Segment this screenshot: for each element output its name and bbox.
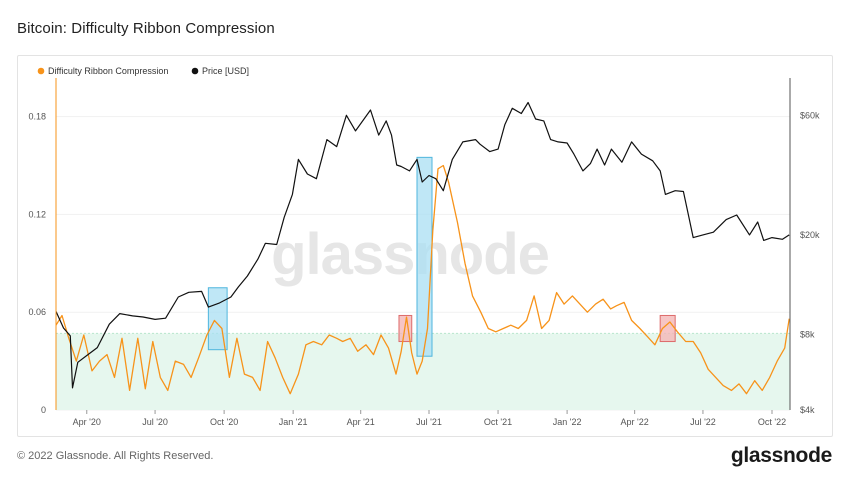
x-tick-label: Jan '22	[553, 417, 582, 427]
left-tick-label: 0	[41, 405, 46, 415]
legend-marker-ribbon	[37, 67, 45, 75]
right-tick-label: $8k	[800, 330, 815, 340]
x-tick-label: Jul '22	[690, 417, 716, 427]
left-tick-label: 0.06	[28, 307, 46, 317]
x-tick-label: Apr '21	[347, 417, 375, 427]
legend-label-ribbon[interactable]: Difficulty Ribbon Compression	[48, 66, 168, 76]
legend-marker-price	[191, 67, 199, 75]
chart-panel: glassnode 0 0.06 0.12 0.18 $4k $8k $20k $60k Apr…	[17, 55, 833, 437]
x-tick-label: Jul '21	[416, 417, 442, 427]
ribbon-compression-line	[55, 164, 790, 395]
x-tick-label: Apr '20	[73, 417, 101, 427]
x-tick-label: Oct '21	[484, 417, 512, 427]
watermark-text: glassnode	[271, 222, 549, 287]
x-tick-label: Jul '20	[142, 417, 168, 427]
watermark-layer: glassnode	[271, 222, 550, 287]
price-line	[55, 101, 790, 389]
legend: Difficulty Ribbon Compression Price [USD…	[37, 66, 249, 76]
x-tick-label: Oct '20	[210, 417, 238, 427]
x-tick-label: Oct '22	[758, 417, 786, 427]
glassnode-logo[interactable]: glassnode	[730, 444, 832, 467]
page-title: Bitcoin: Difficulty Ribbon Compression	[17, 20, 275, 37]
legend-label-price[interactable]: Price [USD]	[202, 66, 249, 76]
chart: glassnode 0 0.06 0.12 0.18 $4k $8k $20k $60k Apr…	[28, 66, 820, 427]
axes-layer: 0 0.06 0.12 0.18 $4k $8k $20k $60k Apr '20 Jul '2…	[28, 78, 820, 427]
x-tick-label: Jan '21	[279, 417, 308, 427]
left-tick-label: 0.18	[28, 112, 46, 122]
left-tick-label: 0.12	[28, 209, 46, 219]
right-tick-label: $4k	[800, 405, 815, 415]
series-layer	[55, 101, 790, 395]
right-tick-label: $60k	[800, 110, 820, 120]
right-tick-label: $20k	[800, 230, 820, 240]
x-tick-label: Apr '22	[621, 417, 649, 427]
blue-highlight-box-1	[416, 156, 433, 357]
copyright-text: © 2022 Glassnode. All Rights Reserved.	[17, 450, 214, 462]
